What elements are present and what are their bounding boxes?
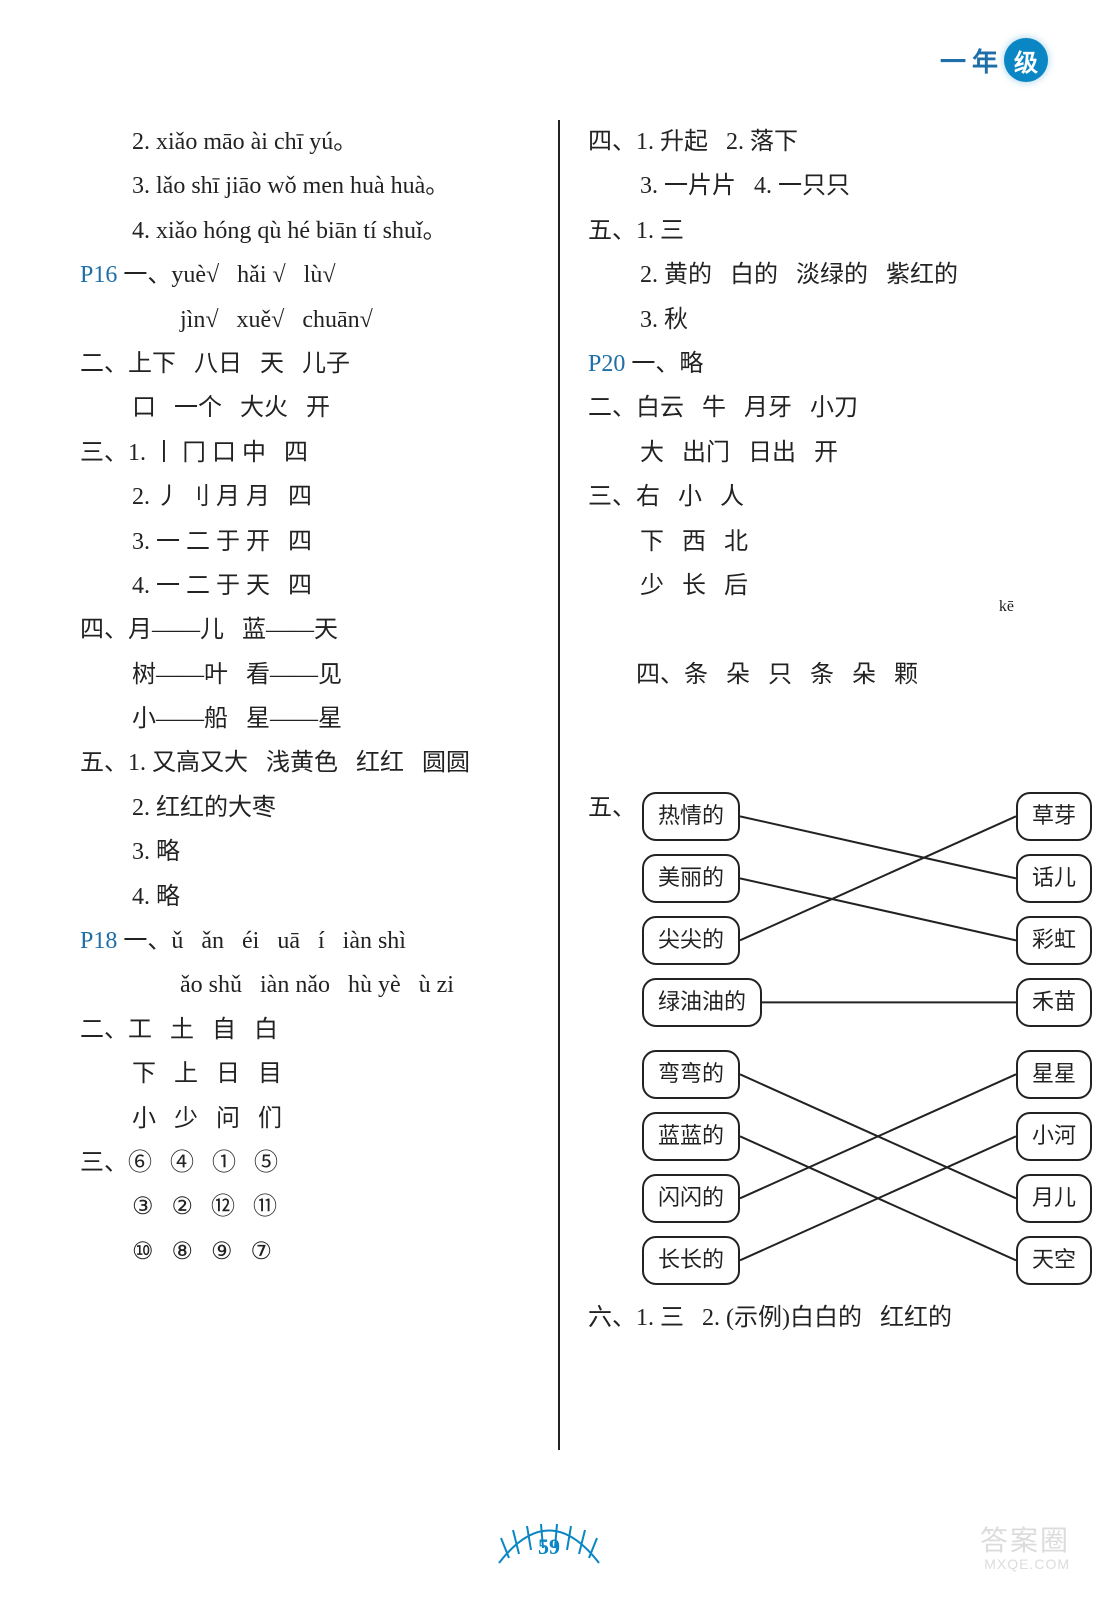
text-line: 2. 黄的 白的 淡绿的 紫红的	[588, 253, 1038, 297]
match-right-item: 彩虹	[1016, 916, 1092, 965]
left-column: 2. xiǎo māo ài chī yú。 3. lǎo shī jiāo w…	[80, 120, 558, 1450]
text-line: 2. xiǎo māo ài chī yú。	[80, 120, 530, 164]
text-line: P16 一、yuè√ hǎi √ lù√	[80, 253, 530, 297]
text-line: 4. 一 二 于 天 四	[80, 564, 530, 608]
text-line: 大 出门 日出 开	[588, 431, 1038, 475]
text-line: 二、工 土 自 白	[80, 1008, 530, 1052]
text-line: 2. 红红的大枣	[80, 786, 530, 830]
ruby-text: kē	[999, 592, 1014, 622]
text-line: 小 少 问 们	[80, 1097, 530, 1141]
match-left-item: 绿油油的	[642, 978, 762, 1027]
text-line: 下 西 北	[588, 520, 1038, 564]
match-right-item: 星星	[1016, 1050, 1092, 1099]
text-line: 四、月——儿 蓝——天	[80, 608, 530, 652]
match-right-item: 小河	[1016, 1112, 1092, 1161]
match-left-item: 弯弯的	[642, 1050, 740, 1099]
text-line: P20 一、略	[588, 342, 1038, 386]
grade-level-circle: 级	[1004, 38, 1048, 82]
text-line: 树——叶 看——见	[80, 653, 530, 697]
match-right-item: 禾苗	[1016, 978, 1092, 1027]
text-line: 三、右 小 人	[588, 475, 1038, 519]
text-line: 四、条 朵 只 条 朵 颗 kē	[588, 608, 1038, 786]
text-line: 4. 略	[80, 875, 530, 919]
right-column: 四、1. 升起 2. 落下 3. 一片片 4. 一只只 五、1. 三 2. 黄的…	[558, 120, 1038, 1450]
match-right-item: 天空	[1016, 1236, 1092, 1285]
text-line: ③ ② ⑫ ⑪	[80, 1185, 530, 1229]
text: 一、略	[625, 351, 703, 377]
watermark-bottom: MXQE.COM	[980, 1557, 1070, 1572]
text-line: 3. 一片片 4. 一只只	[588, 164, 1038, 208]
text-line: 二、白云 牛 月牙 小刀	[588, 386, 1038, 430]
page-ref: P16	[80, 262, 117, 288]
text-line: 4. xiǎo hóng qù hé biān tí shuǐ。	[80, 209, 530, 253]
watermark: 答案圈 MXQE.COM	[980, 1526, 1070, 1572]
text-line: 五、1. 三	[588, 209, 1038, 253]
matching-diagram-2: 弯弯的 星星 蓝蓝的 小河 闪闪的 月儿 长长的 天空	[588, 1050, 1038, 1282]
grade-year: 年	[972, 42, 998, 79]
match-left-item: 蓝蓝的	[642, 1112, 740, 1161]
text-line: 三、1. 丨 冂 口 中 四	[80, 431, 530, 475]
text-line: 小——船 星——星	[80, 697, 530, 741]
match-right-item: 月儿	[1016, 1174, 1092, 1223]
text-line: ǎo shǔ iàn nǎo hù yè ù zi	[80, 963, 530, 1007]
page-ref: P18	[80, 928, 117, 954]
text-line: 口 一个 大火 开	[80, 386, 530, 430]
text-line: 3. lǎo shī jiāo wǒ men huà huà。	[80, 164, 530, 208]
columns: 2. xiǎo māo ài chī yú。 3. lǎo shī jiāo w…	[80, 120, 1038, 1450]
match-left-item: 美丽的	[642, 854, 740, 903]
match-left-item: 尖尖的	[642, 916, 740, 965]
text-line: jìn√ xuě√ chuān√	[80, 298, 530, 342]
match-right-item: 话儿	[1016, 854, 1092, 903]
text-line: 五、1. 又高又大 浅黄色 红红 圆圆	[80, 741, 530, 785]
text-line: 3. 一 二 于 开 四	[80, 520, 530, 564]
page-root: 一 年 级 2. xiǎo māo ài chī yú。 3. lǎo shī …	[0, 0, 1098, 1600]
match-left-item: 长长的	[642, 1236, 740, 1285]
text: 一、ǔ ǎn éi uā í iàn shì	[117, 928, 406, 954]
page-number: 59	[538, 1534, 560, 1560]
text: 一、yuè√ hǎi √ lù√	[117, 262, 335, 288]
text-line: ⑩ ⑧ ⑨ ⑦	[80, 1230, 530, 1274]
text-line: P18 一、ǔ ǎn éi uā í iàn shì	[80, 919, 530, 963]
page-ref: P20	[588, 351, 625, 377]
text-line: 六、1. 三 2. (示例)白白的 红红的	[588, 1296, 1038, 1340]
text-line: 少 长 后	[588, 564, 1038, 608]
text-line: 3. 略	[80, 830, 530, 874]
watermark-top: 答案圈	[980, 1525, 1070, 1556]
text: 四、条 朵 只 条 朵 颗	[636, 662, 918, 688]
match-left-item: 热情的	[642, 792, 740, 841]
text-line: 四、1. 升起 2. 落下	[588, 120, 1038, 164]
match-left-item: 闪闪的	[642, 1174, 740, 1223]
matching-diagram-1: 热情的 草芽 美丽的 话儿 尖尖的 彩虹 绿油油的 禾苗	[588, 792, 1038, 1024]
grade-dash: 一	[940, 42, 966, 79]
text-line: 二、上下 八日 天 儿子	[80, 342, 530, 386]
page-number-wrap: 59	[0, 1534, 1098, 1560]
text-line: 下 上 日 目	[80, 1052, 530, 1096]
grade-badge: 一 年 级	[940, 38, 1048, 82]
match-right-item: 草芽	[1016, 792, 1092, 841]
text-line: 三、⑥ ④ ① ⑤	[80, 1141, 530, 1185]
text-line: 3. 秋	[588, 298, 1038, 342]
text-line: 2. 丿 刂 月 月 四	[80, 475, 530, 519]
